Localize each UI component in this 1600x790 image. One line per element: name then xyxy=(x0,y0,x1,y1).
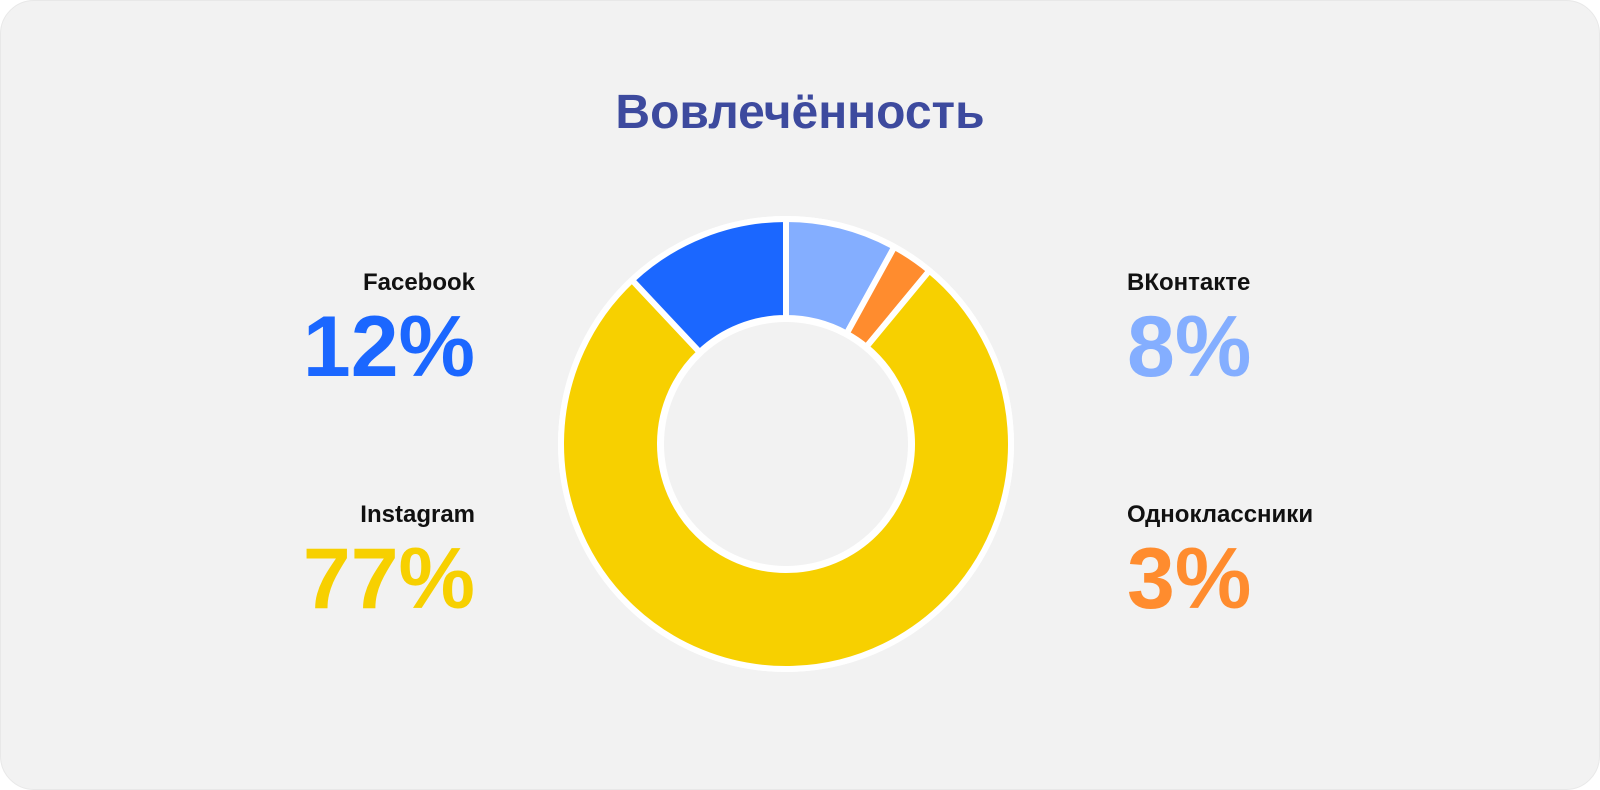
legend-vkontakte: ВКонтакте 8% xyxy=(1127,269,1487,395)
legend-value-vkontakte: 8% xyxy=(1127,299,1252,395)
legend-value-instagram: 77% xyxy=(302,531,475,627)
chart-title: Вовлечённость xyxy=(615,86,985,139)
legend-label-odnoklassniki: Одноклассники xyxy=(1127,501,1314,528)
donut-slices xyxy=(558,216,1014,672)
legend-odnoklassniki: Одноклассники 3% xyxy=(1127,501,1487,627)
legend-value-odnoklassniki: 3% xyxy=(1127,531,1252,627)
legend-label-vkontakte: ВКонтакте xyxy=(1127,269,1251,296)
legend-label-facebook: Facebook xyxy=(362,269,475,296)
legend-value-facebook: 12% xyxy=(302,299,475,395)
legend-label-instagram: Instagram xyxy=(360,501,475,528)
legend-instagram: Instagram 77% xyxy=(115,501,475,627)
donut-chart xyxy=(558,216,1014,672)
donut-hole xyxy=(664,322,908,566)
legend-facebook: Facebook 12% xyxy=(115,269,475,395)
